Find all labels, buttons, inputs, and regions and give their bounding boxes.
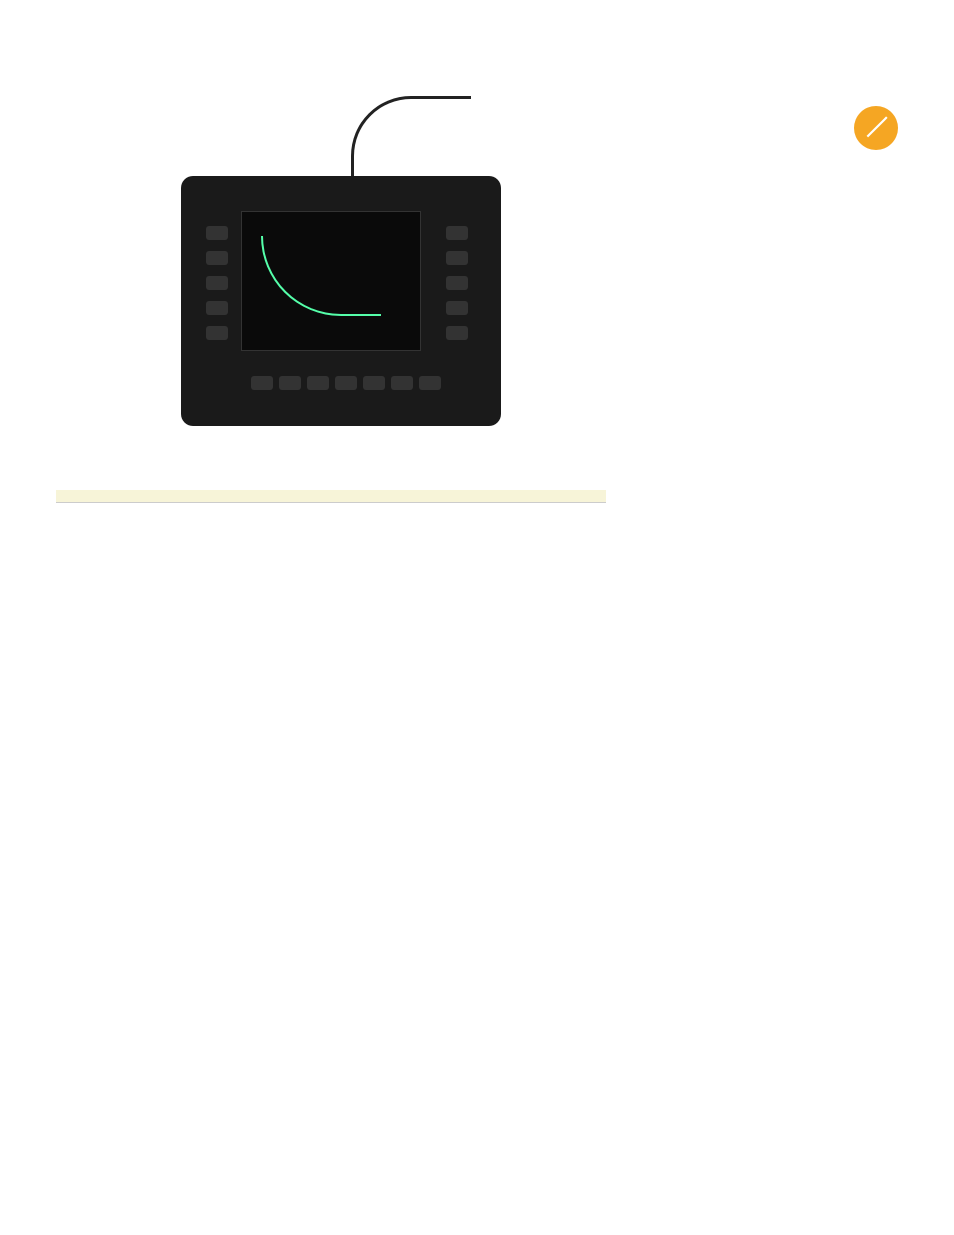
feature-comparison-table [56,490,606,503]
device-side-btn [206,226,228,240]
device-side-btn [446,326,468,340]
th-model [546,490,606,503]
device-side-btn [206,276,228,290]
device-side-btn [446,276,468,290]
body-col-2 [341,464,606,474]
probe-icon [863,115,889,141]
device-side-btn [446,251,468,265]
left-column [56,76,606,503]
page-header [56,50,898,66]
device-bottom-row [251,376,441,390]
body-col-1 [56,464,321,474]
body-columns [56,464,606,474]
device-bottom-btn [335,376,357,390]
th-model [426,490,486,503]
device-bottom-btn [279,376,301,390]
th-features [56,490,366,503]
device-side-btn [206,301,228,315]
table-header-row [56,490,606,503]
th-model [486,490,546,503]
logo-block [56,50,104,58]
main-content [56,76,898,503]
device-bottom-btn [391,376,413,390]
device-side-btn [206,251,228,265]
category-icon [854,106,898,150]
device-side-btn [446,301,468,315]
product-image [91,76,571,446]
right-column [636,76,898,503]
device-side-btn [206,326,228,340]
device-bottom-btn [419,376,441,390]
device-side-btn [446,226,468,240]
device-bottom-btn [251,376,273,390]
th-model [366,490,426,503]
device-bottom-btn [363,376,385,390]
device-bottom-btn [307,376,329,390]
